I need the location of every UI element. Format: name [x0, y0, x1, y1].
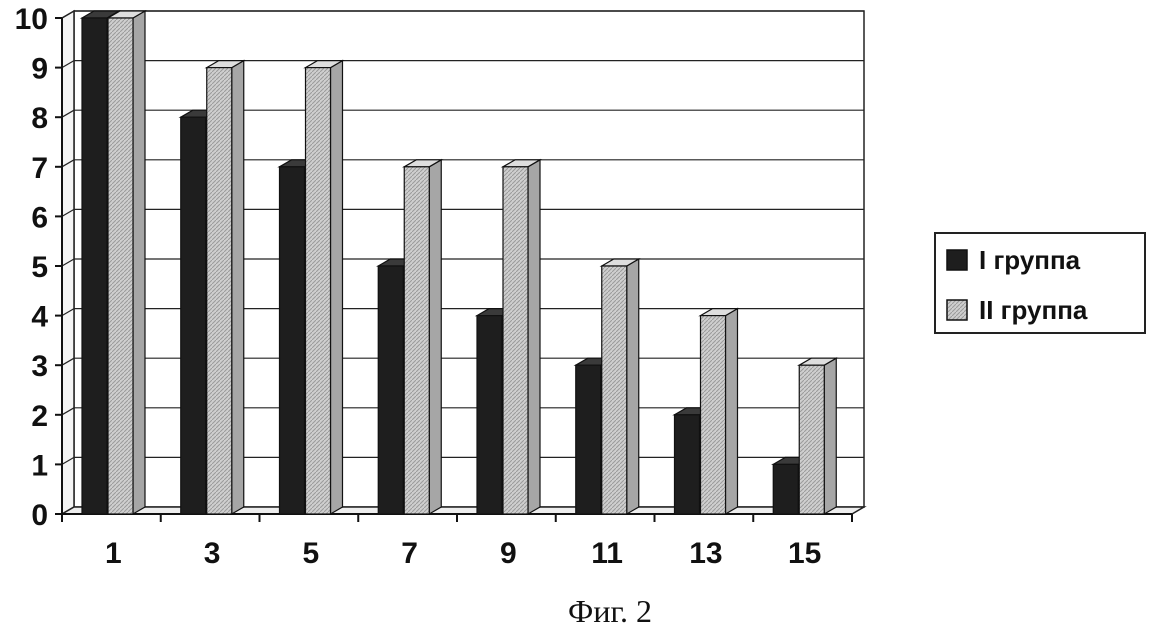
gridline-side [61, 308, 75, 317]
gridline-side [61, 109, 75, 118]
bar-front-face [206, 66, 233, 515]
x-tick-label: 5 [303, 537, 320, 570]
bar-side-face [724, 307, 739, 516]
legend-box [934, 232, 1146, 334]
bar-front-face [107, 17, 134, 515]
bar-front-face [180, 116, 207, 515]
y-tick-label: 2 [31, 400, 48, 433]
bar-front-face [278, 166, 306, 515]
gridline-side [61, 407, 75, 416]
bar-front-face [502, 166, 529, 515]
bar-front-face [403, 166, 430, 515]
bar-front-face [699, 315, 727, 515]
y-tick-label: 4 [31, 301, 48, 334]
bar-front-face [304, 66, 332, 515]
gridline-side [61, 159, 75, 168]
bar-front-face [81, 17, 108, 515]
y-tick-label: 3 [31, 350, 48, 383]
y-tick-label: 7 [31, 152, 48, 185]
y-axis: 0 1 2 3 4 5 6 7 8 9 10 [15, 3, 63, 532]
bar-front-face [476, 315, 503, 515]
bar-front-face [377, 265, 404, 515]
bar-front-face [575, 364, 602, 515]
legend-swatch-series-1 [946, 249, 968, 271]
gridline-side [61, 456, 75, 465]
bar-series-2-cat-13 [698, 307, 740, 516]
bar-side-face [527, 158, 541, 516]
bar-front-face [601, 265, 628, 515]
figure-caption: Фиг. 2 [568, 593, 652, 629]
gridline-side [61, 60, 75, 69]
gridline-side [61, 258, 75, 267]
x-tick-label: 1 [105, 537, 122, 570]
y-tick-label: 8 [31, 102, 48, 135]
gridline-side [61, 10, 75, 19]
legend-swatch-series-2 [946, 299, 968, 321]
y-tick-label: 6 [31, 201, 48, 234]
bar-side-face [428, 158, 442, 516]
gridline-side [61, 208, 75, 217]
bar-front-face [772, 463, 799, 515]
bar-series-2-cat-1 [105, 9, 148, 516]
x-tick-label: 13 [689, 537, 722, 570]
bar-side-face [329, 59, 344, 516]
bar-front-face [798, 364, 825, 515]
y-tick-label: 5 [31, 251, 48, 284]
bar-series-2-cat-11 [599, 257, 641, 516]
bar-side-face [132, 9, 146, 516]
y-tick-label: 0 [31, 499, 48, 532]
x-tick-label: 11 [591, 537, 623, 570]
y-tick-label: 9 [31, 53, 48, 86]
bars [79, 9, 839, 516]
bar-side-face [823, 357, 837, 516]
x-tick-label: 9 [500, 537, 517, 570]
bar-front-face [673, 414, 701, 515]
legend: I группа II группа [934, 232, 1146, 334]
x-axis: 1 3 5 7 9 11 13 15 [61, 513, 853, 570]
y-tick-label: 10 [15, 3, 48, 36]
bar-side-face [626, 257, 640, 516]
gridline-side [61, 357, 75, 366]
x-tick-label: 7 [401, 537, 418, 570]
y-tick-label: 1 [31, 449, 48, 482]
bar-series-2-cat-5 [303, 59, 345, 516]
x-tick-label: 15 [788, 537, 821, 570]
bar-series-2-cat-9 [500, 158, 543, 516]
legend-label-series-2: II группа [979, 295, 1088, 325]
bar-series-2-cat-3 [204, 59, 246, 516]
legend-label-series-1: I группа [979, 245, 1081, 275]
bar-series-2-cat-7 [402, 158, 444, 516]
bar-side-face [231, 59, 245, 516]
bar-series-2-cat-15 [797, 357, 839, 516]
x-tick-label: 3 [204, 537, 221, 570]
